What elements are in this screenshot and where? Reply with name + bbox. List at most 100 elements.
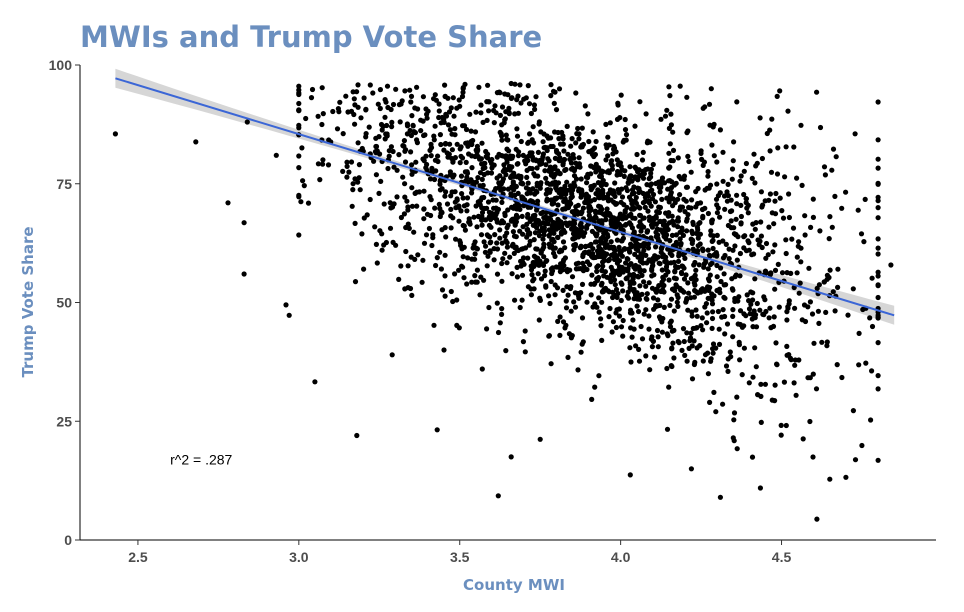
data-point [554, 149, 560, 155]
data-point [706, 278, 712, 284]
data-point [431, 96, 437, 102]
data-point [475, 199, 481, 205]
data-point [610, 319, 617, 325]
data-point [571, 247, 577, 253]
data-point [631, 205, 638, 211]
data-point [675, 258, 682, 264]
data-point [480, 165, 486, 172]
data-point [757, 485, 764, 491]
data-point [620, 288, 626, 294]
data-point [404, 198, 410, 204]
data-point [405, 221, 411, 227]
data-point [460, 89, 466, 95]
data-point [593, 165, 600, 171]
data-point [559, 223, 565, 229]
data-point [738, 202, 744, 208]
data-point [543, 258, 549, 264]
data-point [794, 175, 800, 181]
data-point [543, 162, 549, 168]
data-point [569, 136, 575, 142]
data-point [710, 237, 716, 243]
trend-line [115, 77, 895, 317]
data-point [707, 253, 713, 259]
data-point [646, 200, 653, 206]
data-point [619, 238, 625, 244]
data-point [752, 276, 758, 282]
data-point [367, 196, 373, 203]
data-point [628, 244, 634, 250]
data-point [636, 167, 642, 173]
data-point [449, 131, 455, 137]
data-point [778, 432, 784, 438]
data-point [599, 337, 605, 343]
data-point [658, 182, 664, 188]
data-point [384, 133, 390, 139]
data-point [734, 201, 740, 207]
data-point [381, 201, 387, 207]
data-point [503, 238, 509, 244]
data-point [411, 229, 417, 235]
data-point [469, 190, 475, 196]
data-point [693, 204, 699, 210]
data-point [762, 381, 769, 387]
data-point [526, 101, 533, 107]
data-point [689, 313, 695, 319]
data-point [463, 140, 469, 146]
data-point [241, 220, 247, 226]
data-point [465, 255, 471, 261]
data-point [772, 398, 778, 404]
data-point [464, 208, 470, 214]
data-point [709, 325, 715, 331]
data-point [856, 362, 862, 368]
data-point [613, 324, 620, 331]
data-point [758, 189, 765, 195]
data-point [718, 265, 724, 271]
data-point [633, 246, 639, 252]
data-point [548, 172, 555, 178]
data-point [815, 308, 822, 314]
data-point [525, 255, 531, 261]
data-point [629, 187, 636, 193]
data-point [771, 221, 777, 227]
data-point [469, 279, 475, 285]
data-point [875, 236, 881, 242]
data-point [708, 358, 714, 364]
data-point [283, 302, 289, 308]
data-point [529, 198, 535, 204]
data-point [556, 136, 562, 142]
data-point [438, 266, 444, 272]
data-point [694, 313, 700, 319]
data-point [733, 216, 739, 222]
data-point [508, 191, 514, 197]
data-point [553, 223, 559, 229]
data-point [457, 160, 463, 166]
data-point [661, 234, 667, 240]
data-point [623, 185, 629, 191]
data-point [500, 256, 506, 262]
data-point [832, 308, 838, 314]
data-point [530, 213, 537, 219]
data-point [424, 115, 430, 121]
data-point [734, 99, 740, 105]
data-point [839, 205, 845, 211]
data-point [450, 174, 456, 180]
data-point [472, 129, 479, 135]
data-point [355, 82, 361, 88]
data-point [875, 273, 881, 279]
x-tick-label: 2.5 [128, 549, 148, 565]
data-point [587, 217, 593, 223]
data-point [488, 170, 495, 176]
data-point [528, 263, 534, 269]
data-point [618, 297, 624, 304]
data-point [402, 181, 408, 187]
data-point [337, 99, 343, 105]
data-point [504, 136, 510, 142]
data-point [442, 293, 448, 299]
data-point [531, 276, 537, 282]
data-point [597, 204, 604, 210]
data-point [510, 229, 516, 235]
data-point [686, 290, 692, 296]
data-point [611, 251, 617, 257]
data-point [667, 193, 673, 199]
data-point [485, 199, 492, 205]
